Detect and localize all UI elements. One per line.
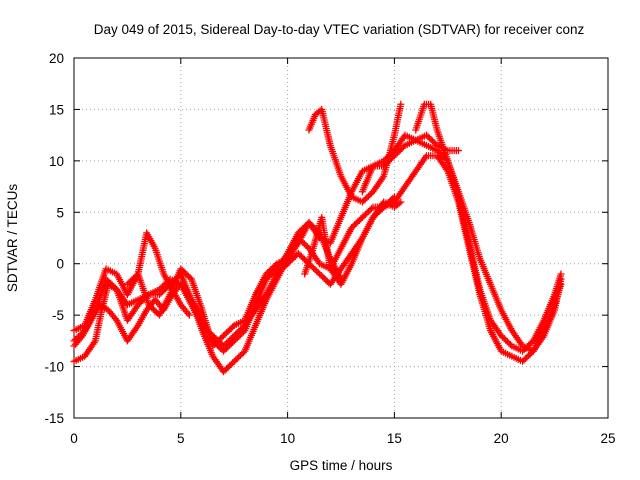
data-point (454, 147, 462, 155)
data-point (390, 193, 398, 201)
data-point (400, 143, 408, 151)
data-point (397, 198, 405, 206)
data-point (368, 205, 376, 213)
series-track-f (301, 198, 405, 288)
x-tick-label: 5 (177, 431, 185, 446)
data-point (186, 274, 194, 282)
x-axis-label: GPS time / hours (290, 458, 393, 473)
plot-frame (73, 57, 609, 419)
x-tick-label: 0 (70, 431, 78, 446)
data-point (111, 284, 119, 292)
y-tick-label: 20 (49, 51, 64, 66)
y-tick-label: -10 (44, 360, 64, 375)
y-tick-label: 0 (56, 257, 64, 272)
data-point (432, 140, 440, 148)
series-track-h (358, 131, 462, 196)
data-point (133, 271, 141, 279)
y-tick-label: 15 (49, 102, 64, 117)
y-tick-label: 10 (49, 154, 64, 169)
series-track-i (412, 100, 565, 355)
series-track-e (123, 229, 193, 319)
data-point (185, 311, 193, 319)
chart-title: Day 049 of 2015, Sidereal Day-to-day VTE… (94, 22, 585, 37)
y-tick-label: -5 (52, 308, 64, 323)
grid-lines (74, 58, 608, 418)
axis-ticks: 0 5 10 15 20 25 -15 -10 -5 0 5 10 15 20 (44, 51, 615, 446)
data-point (271, 261, 279, 269)
data-points (70, 100, 565, 376)
data-point (557, 275, 565, 283)
x-tick-label: 20 (494, 431, 509, 446)
data-point (395, 199, 403, 207)
x-tick-label: 10 (280, 431, 295, 446)
y-tick-label: -15 (44, 411, 64, 426)
x-tick-label: 25 (600, 431, 615, 446)
x-tick-label: 15 (387, 431, 402, 446)
y-tick-label: 5 (56, 205, 64, 220)
data-point (397, 100, 405, 108)
data-point (389, 194, 397, 202)
y-axis-label: SDTVAR / TECUs (5, 184, 20, 293)
data-point (229, 323, 237, 331)
data-point (506, 341, 514, 349)
